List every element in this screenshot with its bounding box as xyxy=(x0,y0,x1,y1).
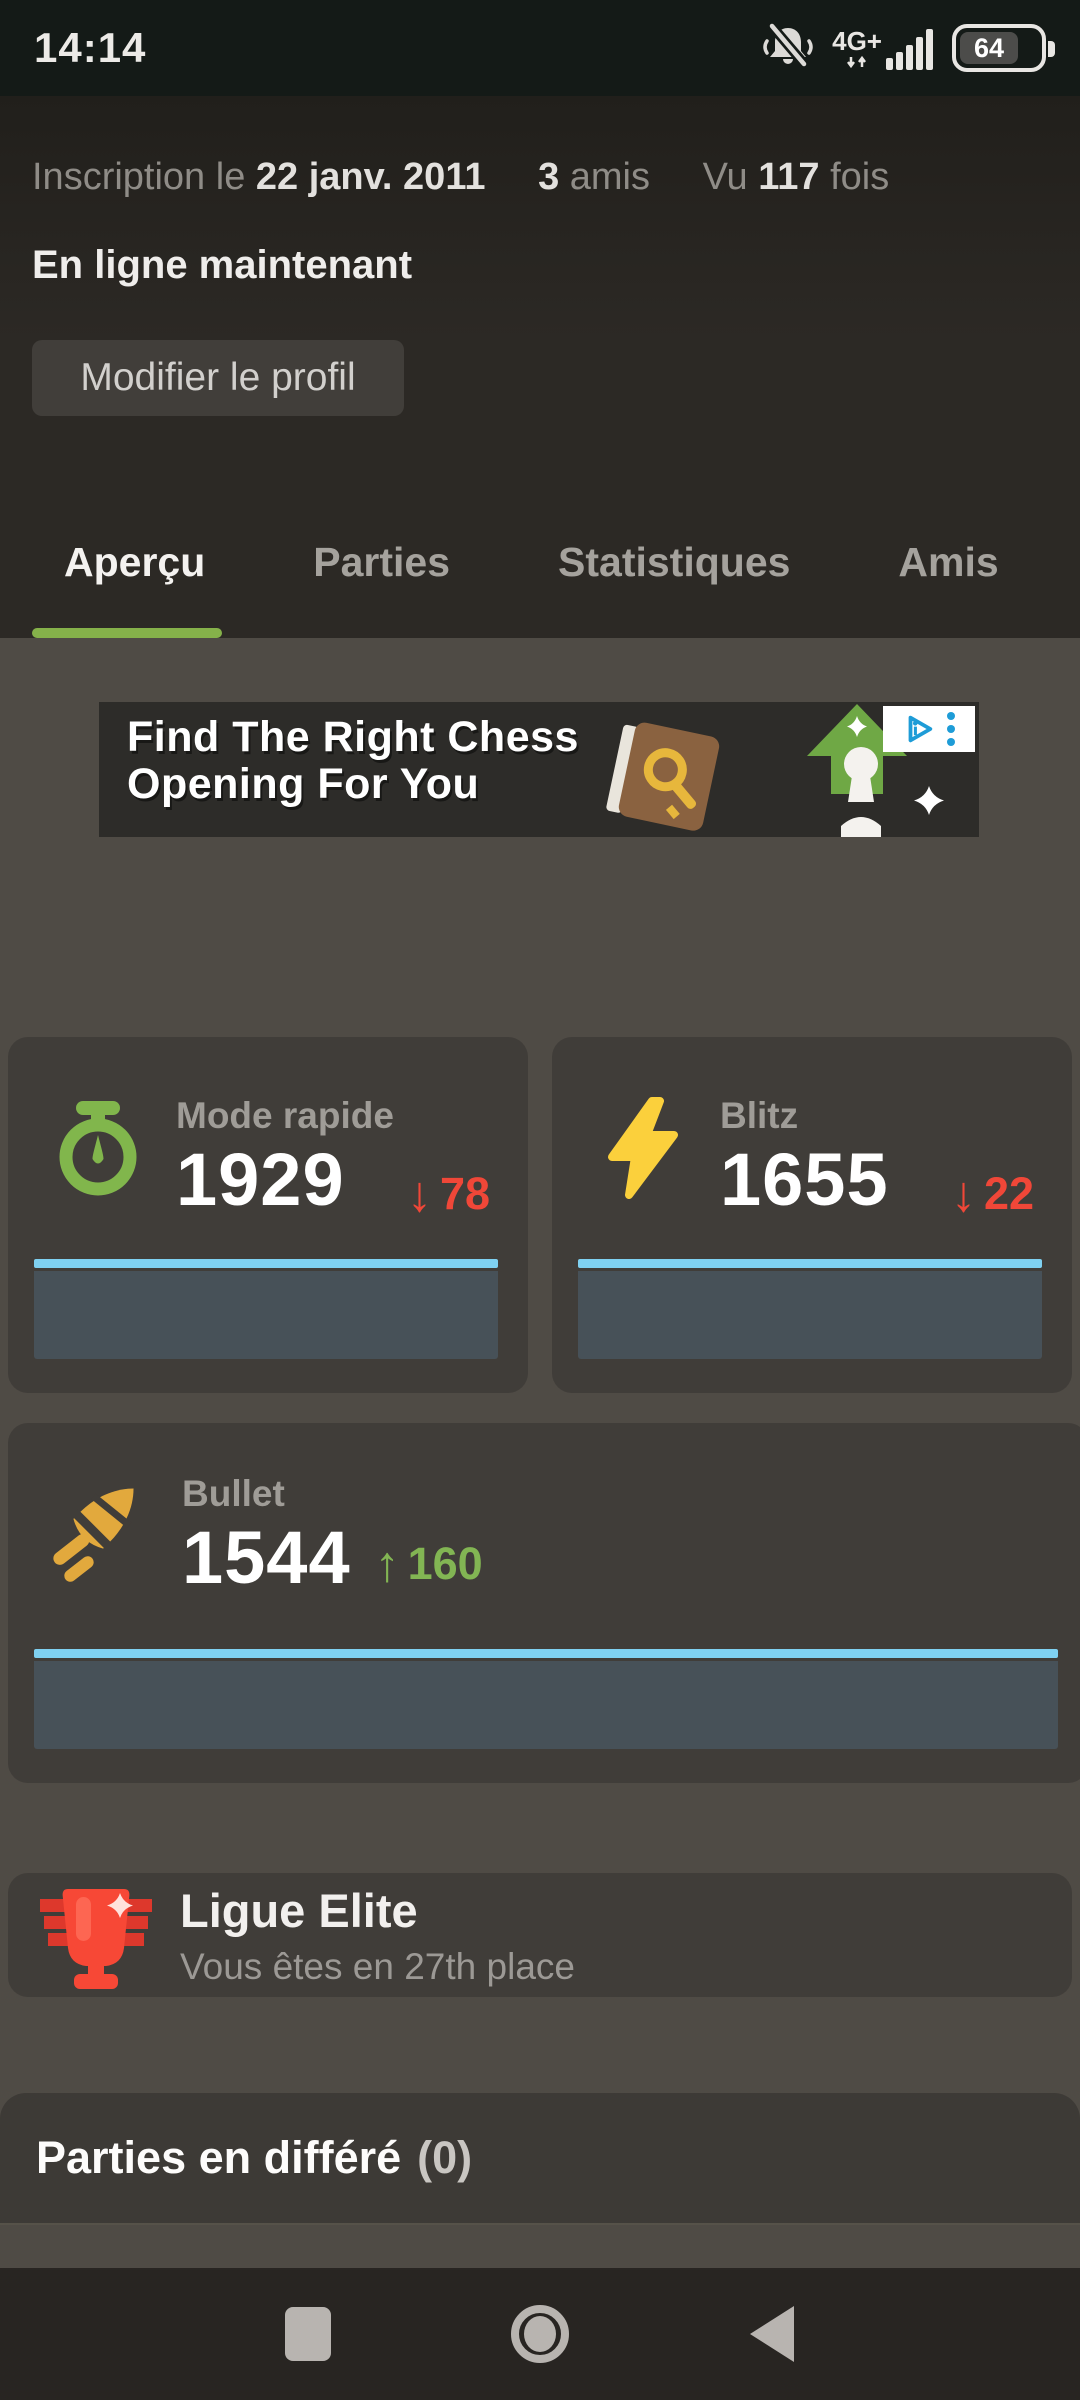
views-suffix: fois xyxy=(830,156,890,198)
blitz-rating-sparkline xyxy=(578,1259,1042,1359)
network-type-label: 4G+ xyxy=(832,26,882,56)
arrow-down-icon: ↓ xyxy=(406,1166,432,1222)
bullet-rocket-icon xyxy=(46,1473,156,1597)
adchoices-control[interactable] xyxy=(883,706,975,752)
rapid-stat-card[interactable]: Mode rapide 1929 ↓ 78 xyxy=(8,1037,528,1393)
rapid-rating-sparkline xyxy=(34,1259,498,1359)
timer-icon xyxy=(46,1095,150,1219)
status-bar: 14:14 4G+ xyxy=(0,0,1080,96)
arrow-down-icon: ↓ xyxy=(950,1166,976,1222)
stat-mode-label: Bullet xyxy=(182,1473,285,1514)
ad-headline-line2: Opening For You xyxy=(127,760,480,809)
stat-mode-label: Blitz xyxy=(720,1095,799,1136)
rating-cards-row: Mode rapide 1929 ↓ 78 Blitz xyxy=(8,1037,1072,1393)
edit-profile-button[interactable]: Modifier le profil xyxy=(32,340,404,416)
android-nav-bar xyxy=(0,2268,1080,2400)
tab-parties[interactable]: Parties xyxy=(313,538,451,585)
games-count-badge: (0) xyxy=(417,2132,473,2183)
profile-tab-bar: Aperçu Parties Statistiques Amis P xyxy=(0,486,1080,638)
blitz-stat-card[interactable]: Blitz 1655 ↓ 22 xyxy=(552,1037,1072,1393)
pawn-icon xyxy=(841,747,881,837)
recents-button[interactable] xyxy=(192,2307,424,2361)
sparkle-icon xyxy=(914,786,944,815)
daily-games-section-header[interactable]: Parties en différé (0) xyxy=(0,2093,1080,2225)
signal-bars-icon xyxy=(886,29,933,70)
registered-date: 22 janv. 2011 xyxy=(255,156,486,198)
ad-banner[interactable]: Find The Right Chess Opening For You xyxy=(99,702,979,837)
league-card[interactable]: Ligue Elite Vous êtes en 27th place xyxy=(8,1873,1072,1997)
stat-rating: 1655 xyxy=(720,1138,889,1221)
ad-headline-line1: Find The Right Chess xyxy=(127,713,579,761)
registered-prefix: Inscription le xyxy=(32,156,246,198)
league-title: Ligue Elite xyxy=(180,1883,418,1937)
section-title: Parties en différé xyxy=(36,2132,402,2183)
arrow-up-icon: ↑ xyxy=(374,1535,400,1592)
home-circle-icon xyxy=(511,2305,569,2363)
data-activity-arrows-icon xyxy=(847,55,867,69)
friends-label: amis xyxy=(569,156,650,198)
rating-delta: ↓ 78 xyxy=(407,1165,490,1223)
profile-meta-line: Inscription le 22 janv. 2011 3 amis Vu 1… xyxy=(0,96,1080,199)
ad-illustration xyxy=(605,702,965,837)
delta-value: 22 xyxy=(983,1168,1034,1219)
delta-value: 160 xyxy=(407,1537,483,1589)
delta-value: 78 xyxy=(439,1168,490,1219)
lightning-icon xyxy=(590,1095,694,1219)
views-count: 117 xyxy=(758,156,820,198)
status-icons: 4G+ 64 xyxy=(762,20,1055,77)
rating-delta: ↑ 160 xyxy=(375,1535,483,1593)
back-button[interactable] xyxy=(656,2306,888,2362)
bullet-rating-sparkline xyxy=(34,1649,1058,1749)
clock-label: 14:14 xyxy=(34,24,147,71)
league-position: Vous êtes en 27th place xyxy=(180,1945,575,1987)
stat-mode-label: Mode rapide xyxy=(176,1095,394,1136)
ad-headline: Find The Right Chess Opening For You xyxy=(127,713,579,809)
opening-book-icon xyxy=(606,722,720,831)
notifications-muted-icon xyxy=(762,20,814,77)
back-triangle-icon xyxy=(750,2306,794,2362)
friends-count: 3 xyxy=(538,156,560,198)
tab-statistiques[interactable]: Statistiques xyxy=(558,538,791,585)
stat-rating: 1929 xyxy=(176,1138,345,1221)
battery-icon: 64 xyxy=(952,24,1055,72)
profile-header: Inscription le 22 janv. 2011 3 amis Vu 1… xyxy=(0,96,1080,638)
ad-menu-dots-icon xyxy=(947,712,955,746)
tab-apercu[interactable]: Aperçu xyxy=(64,538,206,585)
online-status: En ligne maintenant xyxy=(32,243,413,287)
rating-delta: ↓ 22 xyxy=(951,1165,1034,1223)
adchoices-icon xyxy=(908,715,933,743)
active-tab-underline xyxy=(32,628,222,638)
trophy-icon xyxy=(34,1875,158,1996)
home-button[interactable] xyxy=(424,2305,656,2363)
bullet-stat-card[interactable]: Bullet 1544 ↑ 160 xyxy=(8,1423,1080,1783)
network-status: 4G+ xyxy=(832,26,934,70)
battery-level: 64 xyxy=(960,32,1018,64)
tab-amis[interactable]: Amis xyxy=(898,538,999,585)
recents-square-icon xyxy=(285,2307,331,2361)
views-prefix: Vu xyxy=(702,156,748,198)
stat-rating: 1544 xyxy=(182,1516,351,1599)
